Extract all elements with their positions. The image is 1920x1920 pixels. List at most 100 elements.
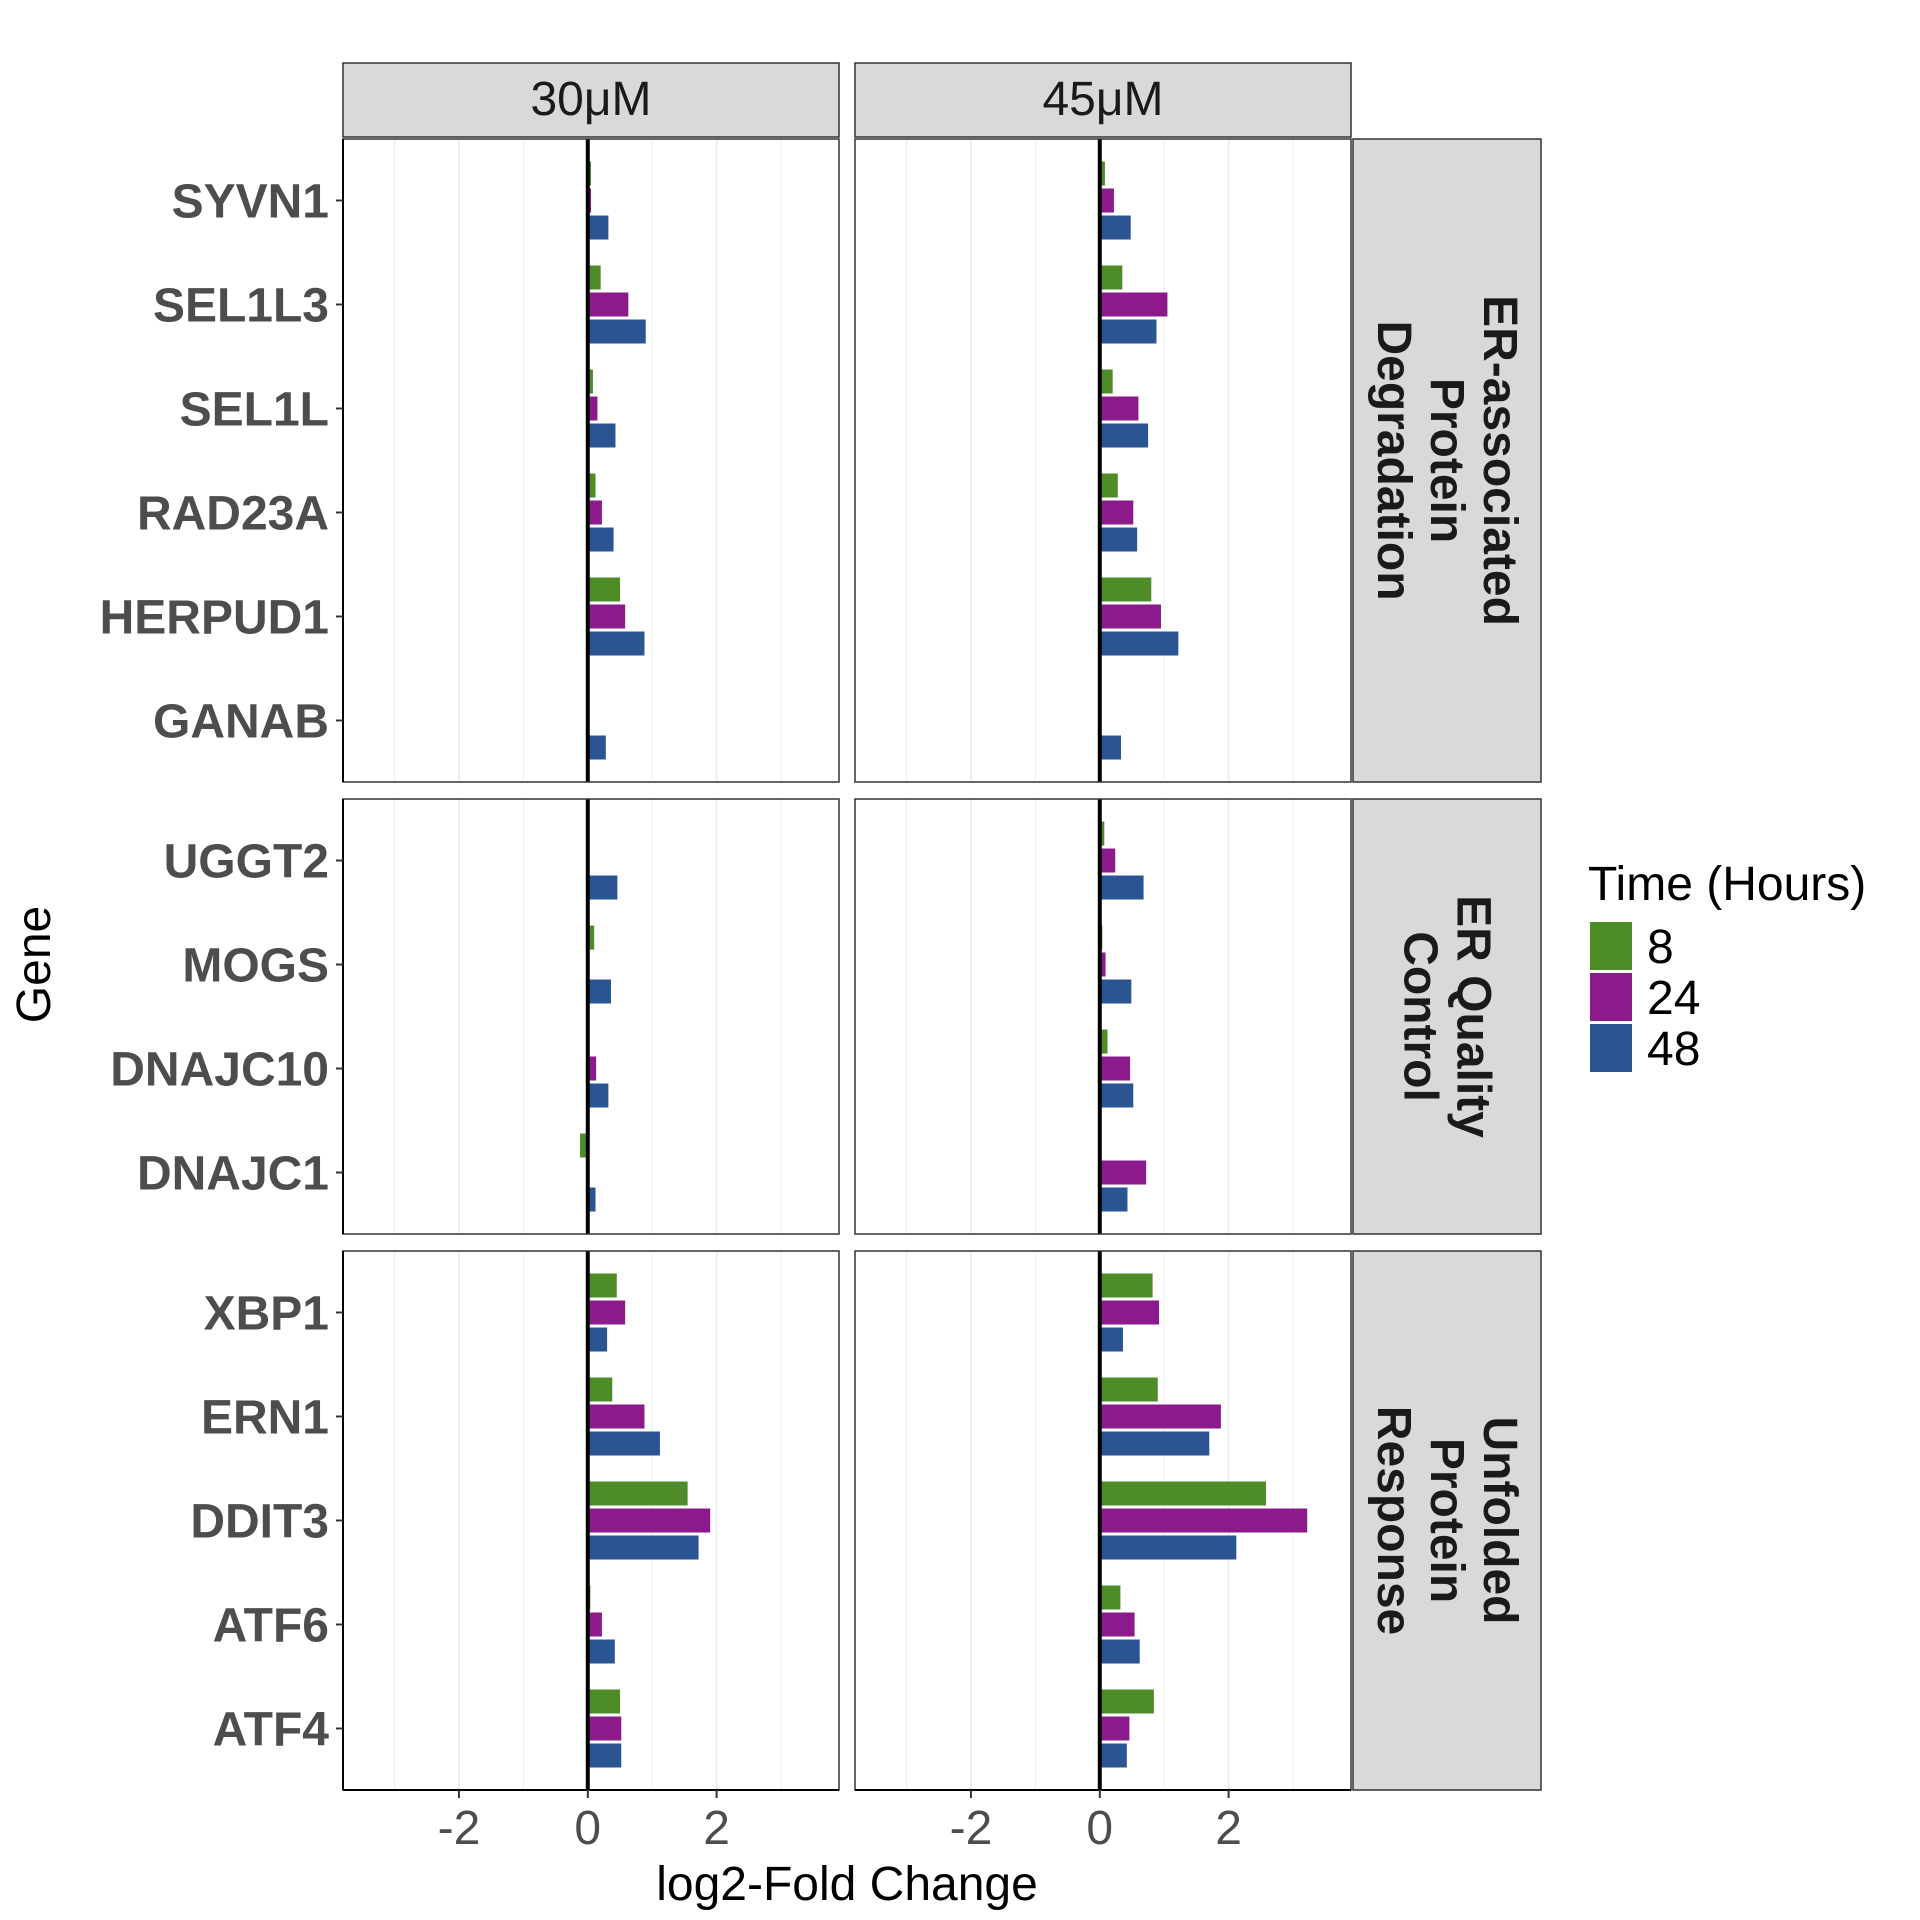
bar <box>587 604 626 629</box>
bar <box>1099 1327 1123 1352</box>
bar <box>1099 1481 1266 1506</box>
row-strip-label-line: Response <box>1367 1406 1420 1635</box>
bar <box>1099 848 1116 873</box>
bar <box>587 500 602 525</box>
bar <box>1099 979 1132 1004</box>
bar <box>1099 1743 1127 1768</box>
gene-label: SEL1L3 <box>153 280 329 333</box>
gene-label: ERN1 <box>201 1392 329 1445</box>
legend-label: 8 <box>1647 921 1674 974</box>
row-strip-label-line: Protein <box>1420 1438 1473 1603</box>
bar <box>587 631 645 656</box>
gene-label: DNAJC1 <box>137 1148 329 1201</box>
legend-label: 24 <box>1647 972 1700 1025</box>
bar <box>1099 423 1149 448</box>
bar <box>1099 188 1114 213</box>
row-strip-label: UnfoldedProteinResponse <box>1367 1406 1526 1635</box>
bar <box>1099 1535 1237 1560</box>
bar <box>1099 1716 1130 1741</box>
panel-background <box>855 139 1351 782</box>
row-strip-label-line: Unfolded <box>1473 1417 1526 1625</box>
x-tick-label: -2 <box>438 1802 481 1855</box>
bar <box>1099 473 1118 498</box>
bar <box>1099 875 1144 900</box>
bar <box>1099 369 1113 394</box>
row-strip-label-line: ER Quality <box>1447 895 1500 1138</box>
bar <box>1099 319 1157 344</box>
panel-background <box>343 799 839 1234</box>
bar <box>1099 604 1161 629</box>
bar <box>587 1187 596 1212</box>
bar <box>1099 1404 1221 1429</box>
bar <box>1099 1612 1135 1637</box>
bar <box>587 1716 622 1741</box>
gene-label: HERPUD1 <box>100 592 329 645</box>
bar <box>587 369 593 394</box>
bar <box>587 1056 597 1081</box>
column-strip <box>342 62 840 138</box>
gene-label: RAD23A <box>137 488 329 541</box>
bar <box>1099 1508 1308 1533</box>
bar <box>1099 1431 1210 1456</box>
column-strip <box>854 62 1352 138</box>
bar <box>1099 1056 1131 1081</box>
gene-label: ATF6 <box>213 1600 329 1653</box>
legend-title: Time (Hours) <box>1588 858 1866 911</box>
bar <box>587 1612 602 1637</box>
bar <box>1099 952 1106 977</box>
bar <box>587 396 598 421</box>
row-strip <box>1352 138 1542 783</box>
row-strip <box>1352 1250 1542 1791</box>
bar <box>587 1481 688 1506</box>
bar <box>1099 1689 1154 1714</box>
x-tick-label: -2 <box>950 1802 993 1855</box>
gene-label: XBP1 <box>204 1288 329 1341</box>
panel-border <box>854 138 1352 783</box>
bar <box>1099 1585 1121 1610</box>
bar <box>1099 1300 1160 1325</box>
bar <box>1099 821 1105 846</box>
row-strip-label-line: Protein <box>1420 378 1473 543</box>
bar <box>1099 1029 1108 1054</box>
bar <box>587 215 609 240</box>
gene-label: MOGS <box>182 940 329 993</box>
x-tick-label: 0 <box>1086 1802 1113 1855</box>
bar <box>1099 735 1122 760</box>
bar <box>587 735 606 760</box>
gene-label: DDIT3 <box>190 1496 329 1549</box>
bar <box>1099 292 1168 317</box>
legend-key <box>1590 1024 1632 1072</box>
bar <box>1099 631 1179 656</box>
bar <box>587 473 596 498</box>
facet-panel: UGGT2 MOGS DNAJC10 DNAJC1 <box>110 798 840 1235</box>
bar <box>587 527 614 552</box>
gene-label: GANAB <box>153 696 329 749</box>
panel-border <box>854 798 1352 1235</box>
facet-panel <box>854 138 1352 783</box>
bar <box>587 1743 622 1768</box>
row-strip-label-line: Control <box>1394 931 1447 1102</box>
bar <box>587 1404 645 1429</box>
bar <box>587 1377 613 1402</box>
bar <box>1099 396 1139 421</box>
bar <box>587 265 601 290</box>
bar <box>1099 215 1131 240</box>
bar <box>587 979 611 1004</box>
row-strip-label-line: Degradation <box>1367 320 1420 600</box>
row-strip <box>1352 798 1542 1235</box>
row-strip-label: ER QualityControl <box>1394 895 1500 1138</box>
gene-label: DNAJC10 <box>110 1044 329 1097</box>
legend-label: 48 <box>1647 1023 1700 1076</box>
legend-key <box>1590 973 1632 1021</box>
x-tick-label: 2 <box>1215 1802 1242 1855</box>
bar <box>587 1431 660 1456</box>
gene-label: ATF4 <box>213 1704 330 1757</box>
bar <box>587 1535 699 1560</box>
bar <box>587 1327 608 1352</box>
bar <box>587 1508 711 1533</box>
column-strip-label: 45μM <box>1042 73 1163 126</box>
bar <box>587 1689 620 1714</box>
bar <box>1099 1639 1140 1664</box>
